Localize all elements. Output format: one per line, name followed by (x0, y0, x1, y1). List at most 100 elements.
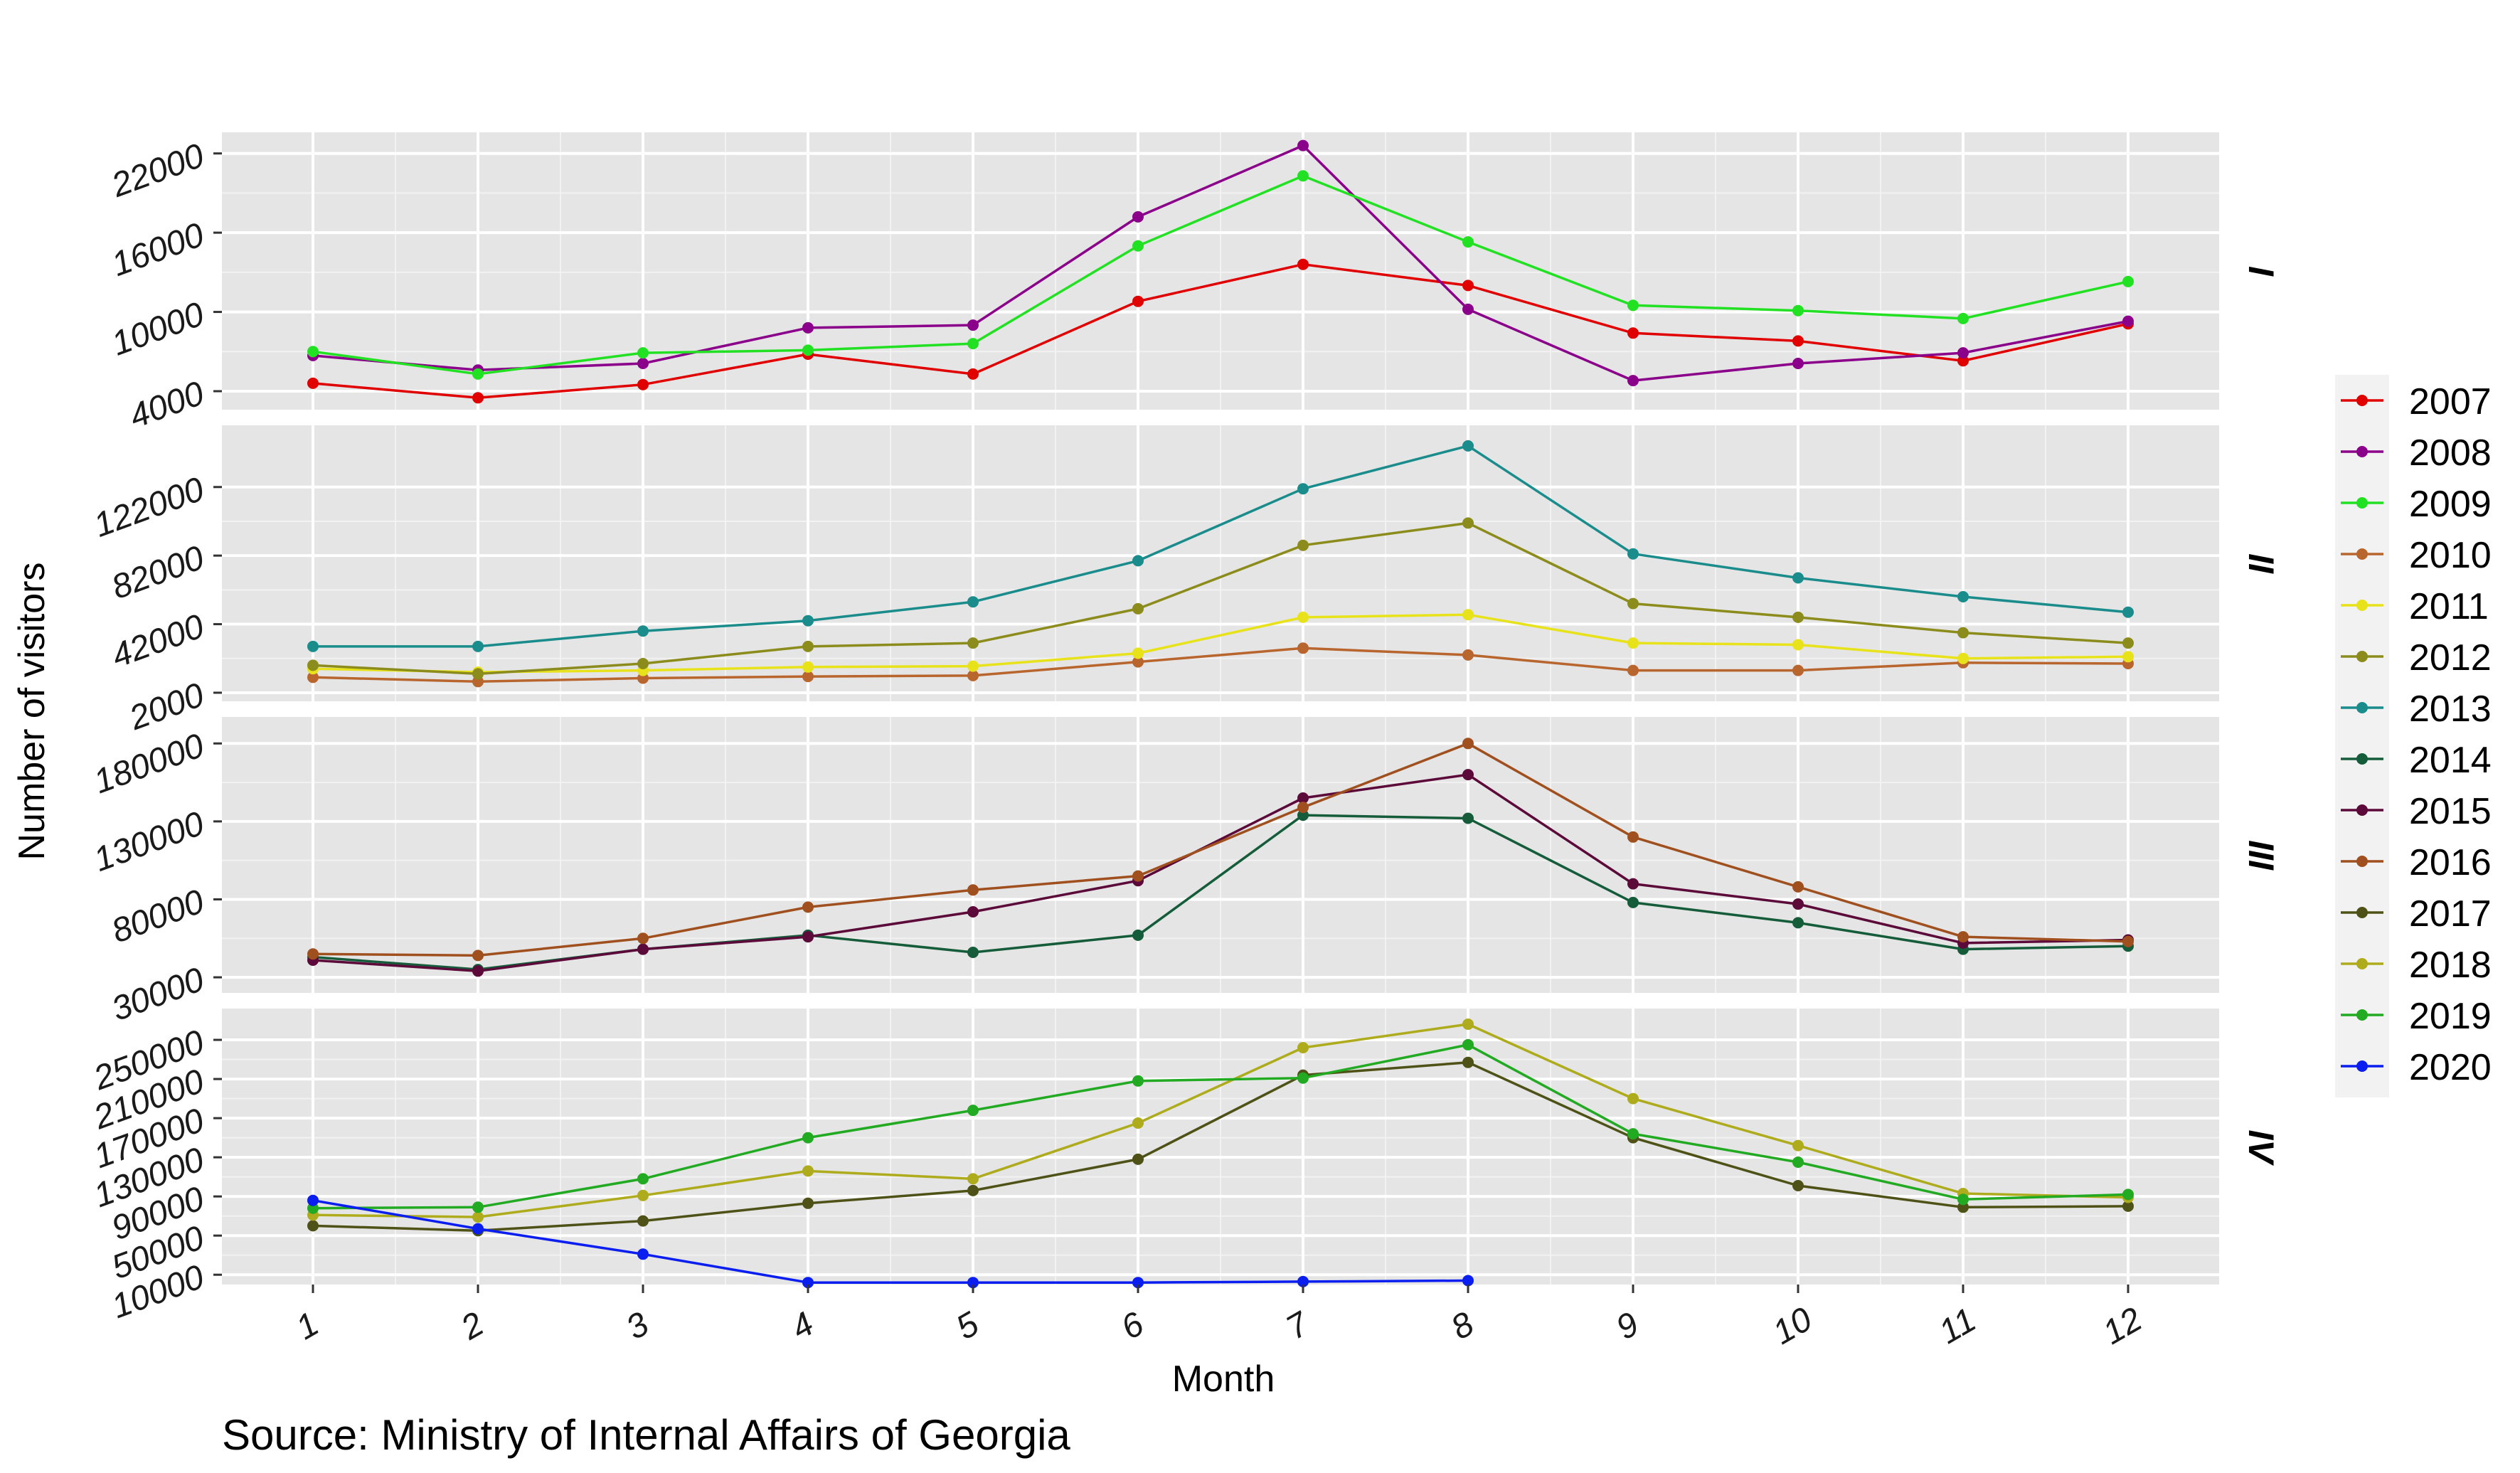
data-point-2010 (1297, 642, 1309, 654)
legend-key-point (2356, 907, 2368, 918)
data-point-2016 (637, 932, 649, 945)
legend-key-background (2335, 375, 2389, 1097)
data-point-2018 (1792, 1139, 1804, 1152)
data-point-2013 (472, 640, 484, 652)
data-point-2017 (2122, 1200, 2134, 1212)
legend-item-2008: 2008 (2341, 432, 2492, 474)
series-line-2012 (312, 521, 2129, 676)
series-2009 (307, 170, 2134, 380)
data-point-2010 (1132, 656, 1144, 668)
data-point-2007 (1462, 280, 1474, 292)
series-2012 (307, 517, 2134, 680)
legend-item-2018: 2018 (2341, 945, 2492, 986)
data-point-2013 (2122, 606, 2134, 618)
data-point-2011 (1462, 609, 1474, 621)
data-point-2012 (802, 640, 814, 652)
legend-label: 2015 (2409, 791, 2492, 832)
legend-item-2011: 2011 (2341, 586, 2489, 627)
data-point-2012 (1792, 611, 1804, 623)
data-point-2017 (967, 1184, 979, 1196)
data-point-2007 (1297, 258, 1309, 270)
data-point-2007 (1957, 355, 1969, 367)
data-point-2011 (802, 661, 814, 673)
data-point-2019 (1957, 1193, 1969, 1206)
data-point-2019 (2122, 1188, 2134, 1201)
legend-key-point (2356, 548, 2368, 560)
data-point-2018 (967, 1173, 979, 1185)
data-point-2019 (472, 1201, 484, 1213)
data-point-2013 (1132, 555, 1144, 567)
data-point-2012 (1957, 627, 1969, 639)
data-point-2017 (1132, 1153, 1144, 1165)
legend-label: 2008 (2409, 432, 2492, 474)
data-point-2013 (802, 615, 814, 627)
data-point-2020 (802, 1277, 814, 1289)
legend-item-2013: 2013 (2341, 688, 2492, 730)
data-point-2013 (637, 625, 649, 637)
series-line-2015 (312, 773, 2129, 973)
data-point-2009 (1132, 240, 1144, 252)
data-point-2009 (1627, 299, 1639, 312)
data-point-2018 (637, 1189, 649, 1201)
data-point-2010 (802, 671, 814, 683)
data-point-2017 (307, 1220, 319, 1232)
data-point-2012 (307, 659, 319, 671)
data-point-2007 (1132, 295, 1144, 307)
series-line-2007 (312, 262, 2129, 400)
source-caption: Source: Ministry of Internal Affairs of … (222, 1411, 1070, 1459)
data-point-2009 (637, 347, 649, 359)
legend-item-2015: 2015 (2341, 791, 2492, 832)
data-point-2019 (307, 1202, 319, 1214)
legend-item-2016: 2016 (2341, 842, 2492, 883)
data-point-2015 (1297, 792, 1309, 804)
data-point-2013 (307, 640, 319, 652)
data-point-2017 (1462, 1056, 1474, 1068)
legend-label: 2016 (2409, 842, 2492, 883)
series-2019 (307, 1038, 2134, 1214)
legend-label: 2020 (2409, 1047, 2492, 1088)
facet-strip-label: III (2241, 840, 2281, 871)
legend-key-point (2356, 446, 2368, 457)
data-point-2009 (1297, 170, 1309, 182)
legend-label: 2011 (2409, 586, 2489, 627)
series-line-2011 (312, 613, 2129, 674)
data-point-2019 (1132, 1075, 1144, 1087)
data-point-2010 (1792, 664, 1804, 676)
data-point-2017 (1957, 1201, 1969, 1213)
series-line-2010 (312, 647, 2129, 684)
data-point-2007 (472, 392, 484, 404)
data-point-2013 (1297, 483, 1309, 495)
data-point-2016 (1132, 870, 1144, 882)
data-point-2010 (967, 669, 979, 681)
legend-label: 2010 (2409, 535, 2492, 576)
data-point-2008 (1792, 358, 1804, 369)
data-point-2019 (967, 1105, 979, 1117)
legend-item-2014: 2014 (2341, 740, 2492, 781)
legend-item-2019: 2019 (2341, 996, 2492, 1037)
series-2007 (307, 258, 2134, 404)
legend-label: 2012 (2409, 637, 2492, 679)
data-point-2012 (967, 637, 979, 649)
legend-key-point (2356, 651, 2368, 662)
data-point-2013 (1957, 591, 1969, 602)
series-line-2019 (312, 1043, 2129, 1210)
legend-label: 2007 (2409, 381, 2492, 422)
legend-item-2010: 2010 (2341, 535, 2492, 576)
data-point-2015 (802, 931, 814, 943)
data-point-2009 (472, 368, 484, 380)
data-point-2014 (1792, 917, 1804, 929)
data-point-2011 (2122, 651, 2134, 663)
data-point-2011 (1132, 647, 1144, 659)
series-line-2008 (312, 144, 2129, 382)
data-point-2016 (967, 884, 979, 896)
series-2020 (307, 1194, 1474, 1289)
data-point-2013 (1792, 572, 1804, 584)
data-point-2009 (2122, 275, 2134, 287)
data-point-2008 (1132, 211, 1144, 223)
data-point-2008 (1462, 303, 1474, 315)
data-point-2008 (1297, 139, 1309, 151)
data-point-2018 (1132, 1117, 1144, 1129)
data-point-2009 (967, 338, 979, 350)
